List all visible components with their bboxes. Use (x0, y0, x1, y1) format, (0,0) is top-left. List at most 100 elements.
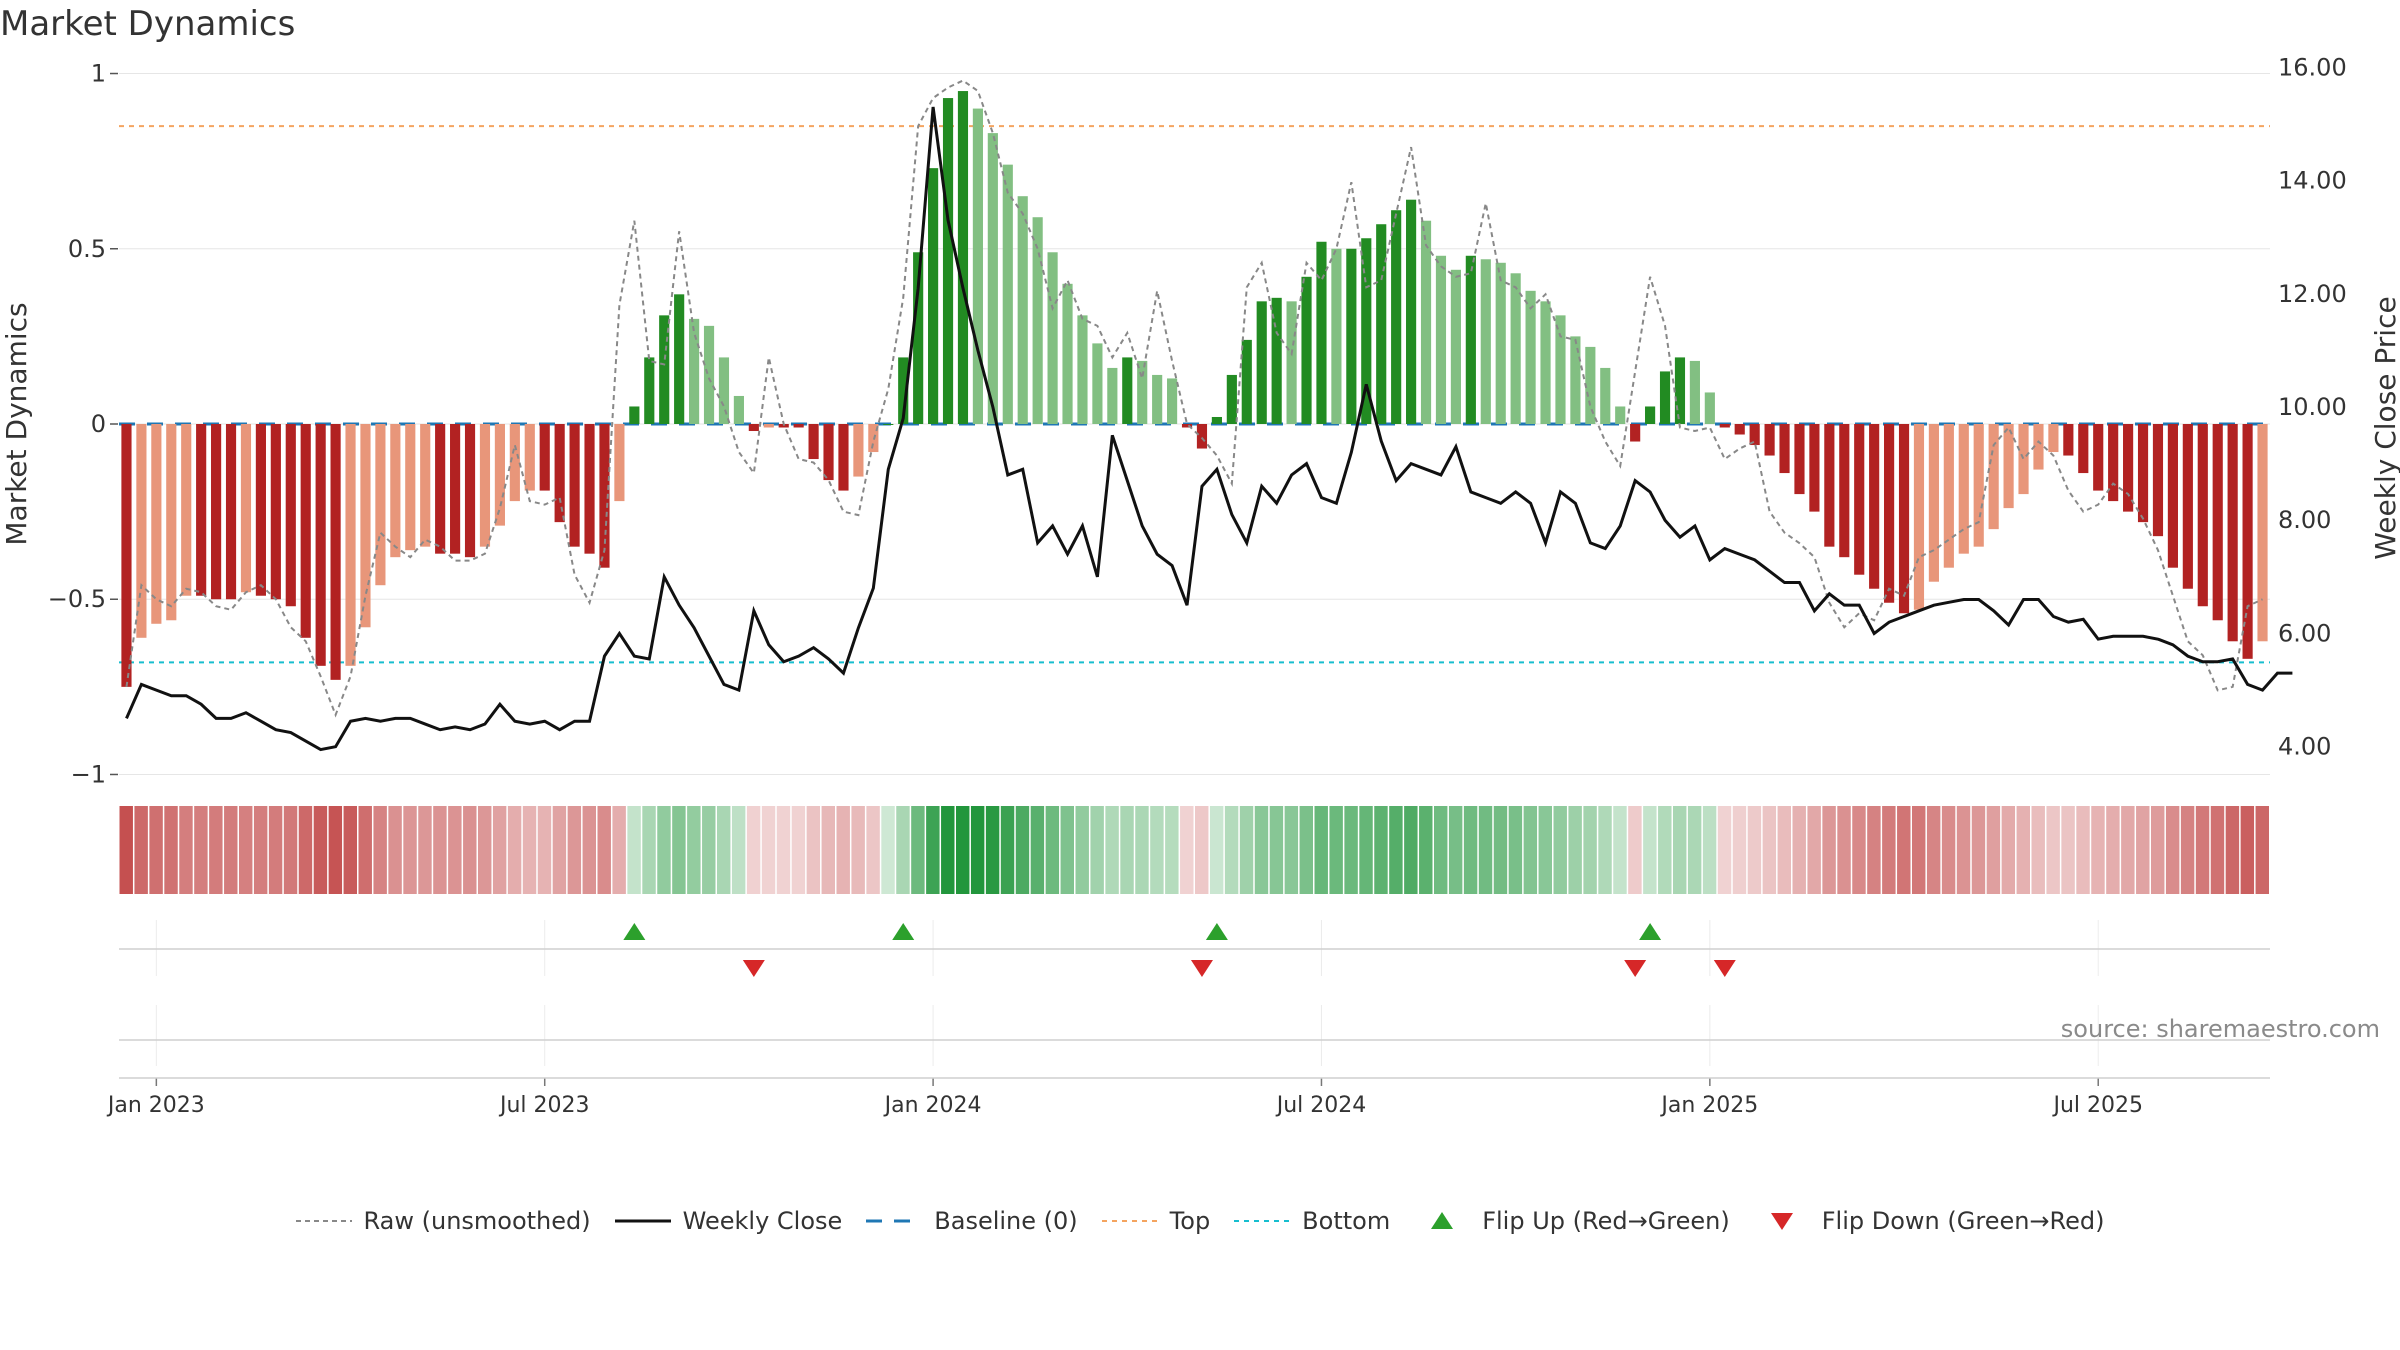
regime-cell (313, 806, 328, 894)
regime-strip (119, 806, 2269, 894)
legend: Raw (unsmoothed) Weekly Close Baseline (0)… (0, 1207, 2400, 1235)
raw-legend: Raw (unsmoothed) (295, 1207, 591, 1235)
dynamics-bar (1316, 241, 1327, 424)
regime-cell (1867, 806, 1881, 894)
regime-cell (1717, 806, 1732, 894)
dynamics-bar (2093, 424, 2104, 491)
dynamics-bar (1555, 315, 1566, 424)
regime-cell (1269, 806, 1284, 894)
regime-cell (149, 806, 163, 894)
regime-cell (2180, 806, 2195, 894)
regime-cell (1956, 806, 1971, 894)
dynamics-bar (584, 424, 595, 554)
y-right-tick-label: 14.00 (2278, 167, 2347, 195)
x-tick-label: Jan 2025 (1659, 1093, 1758, 1118)
regime-cell (881, 806, 895, 894)
dynamics-bar (1435, 255, 1447, 424)
dynamics-bar (913, 252, 924, 424)
dynamics-bar (494, 424, 505, 526)
dynamics-bar (733, 395, 744, 424)
solid-black-line (614, 1210, 671, 1232)
regime-cell (1195, 806, 1209, 894)
dynamics-bar (1122, 357, 1133, 424)
regime-cell (1762, 806, 1777, 894)
regime-cell (746, 806, 761, 894)
dynamics-bar (2078, 424, 2089, 474)
dynamics-bar (1645, 406, 1656, 424)
legend-label: Top (1169, 1207, 1211, 1235)
regime-cell (1702, 806, 1717, 894)
dynamics-bar (255, 424, 266, 596)
regime-cell (1747, 806, 1762, 894)
dynamics-bar (136, 424, 147, 638)
regime-cell (2210, 806, 2225, 894)
regime-cell (985, 806, 1000, 894)
regime-cell (612, 806, 626, 894)
regime-cell (268, 806, 283, 894)
dynamics-bar (1092, 343, 1103, 424)
regime-cell (1075, 806, 1089, 894)
regime-cell (2151, 806, 2165, 894)
regime-cell (687, 806, 701, 894)
regime-cell (2001, 806, 2016, 894)
dynamics-bar (435, 424, 446, 554)
chart-title: Market Dynamics (0, 4, 296, 44)
regime-cell (1538, 806, 1552, 894)
regime-cell (1374, 806, 1388, 894)
dynamics-bar (509, 424, 520, 502)
dynamics-bar (1301, 276, 1312, 424)
regime-cell (418, 806, 432, 894)
regime-cell (2106, 806, 2120, 894)
regime-cell (731, 806, 746, 894)
regime-cell (1329, 806, 1343, 894)
dynamics-bar (2152, 424, 2164, 537)
regime-cell (1359, 806, 1373, 894)
regime-cell (1897, 806, 1911, 894)
regime-cell (1224, 806, 1239, 894)
regime-cell (1658, 806, 1672, 894)
flip-up-legend: Flip Up (Red→Green) (1414, 1207, 1730, 1235)
regime-cell (1643, 806, 1657, 894)
dynamics-bar (2033, 424, 2044, 470)
dynamics-bar (375, 424, 386, 586)
x-tick-label: Jul 2023 (498, 1093, 590, 1118)
regime-cell (403, 806, 417, 894)
dynamics-bar (1137, 360, 1148, 424)
dynamics-bar (1420, 220, 1432, 424)
regime-cell (1045, 806, 1060, 894)
x-tick-label: Jul 2024 (1275, 1093, 1367, 1118)
regime-cell (1000, 806, 1015, 894)
regime-cell (761, 806, 776, 894)
dynamics-bar (1226, 374, 1237, 424)
regime-cell (851, 806, 865, 894)
regime-cell (119, 806, 133, 894)
dynamics-bar (285, 424, 296, 607)
reference-lines (119, 125, 2270, 664)
regime-cell (164, 806, 178, 894)
dynamics-bar (1211, 416, 1222, 424)
regime-cell (1792, 806, 1806, 894)
regime-cell (1598, 806, 1612, 894)
regime-cell (1090, 806, 1104, 894)
dynamics-bar (1615, 406, 1626, 424)
regime-cell (1613, 806, 1627, 894)
dynamics-bar (1167, 378, 1178, 424)
dynamics-bar (2167, 424, 2178, 568)
dynamics-bar (1525, 290, 1536, 424)
regime-cell (1807, 806, 1821, 894)
dynamics-bar (524, 424, 535, 491)
regime-cell (836, 806, 850, 894)
dynamics-bar (1600, 367, 1611, 424)
dynamics-bar (2048, 424, 2059, 453)
dynamics-bar (2123, 424, 2134, 512)
regime-cell (1419, 806, 1433, 894)
dynamics-bar (1271, 297, 1282, 424)
axes: 1 0.5 0 −0.5 −1 16.00 14.00 12.00 10.00 8.00 6.00 4… (0, 53, 2400, 1118)
dynamics-bar (1630, 424, 1641, 442)
y-left-tick-label: 0 (91, 410, 106, 438)
dynamics-bar (1107, 367, 1118, 424)
dynamics-bar (1406, 199, 1417, 424)
regime-cell (896, 806, 910, 894)
y-right-tick-label: 4.00 (2278, 733, 2331, 761)
